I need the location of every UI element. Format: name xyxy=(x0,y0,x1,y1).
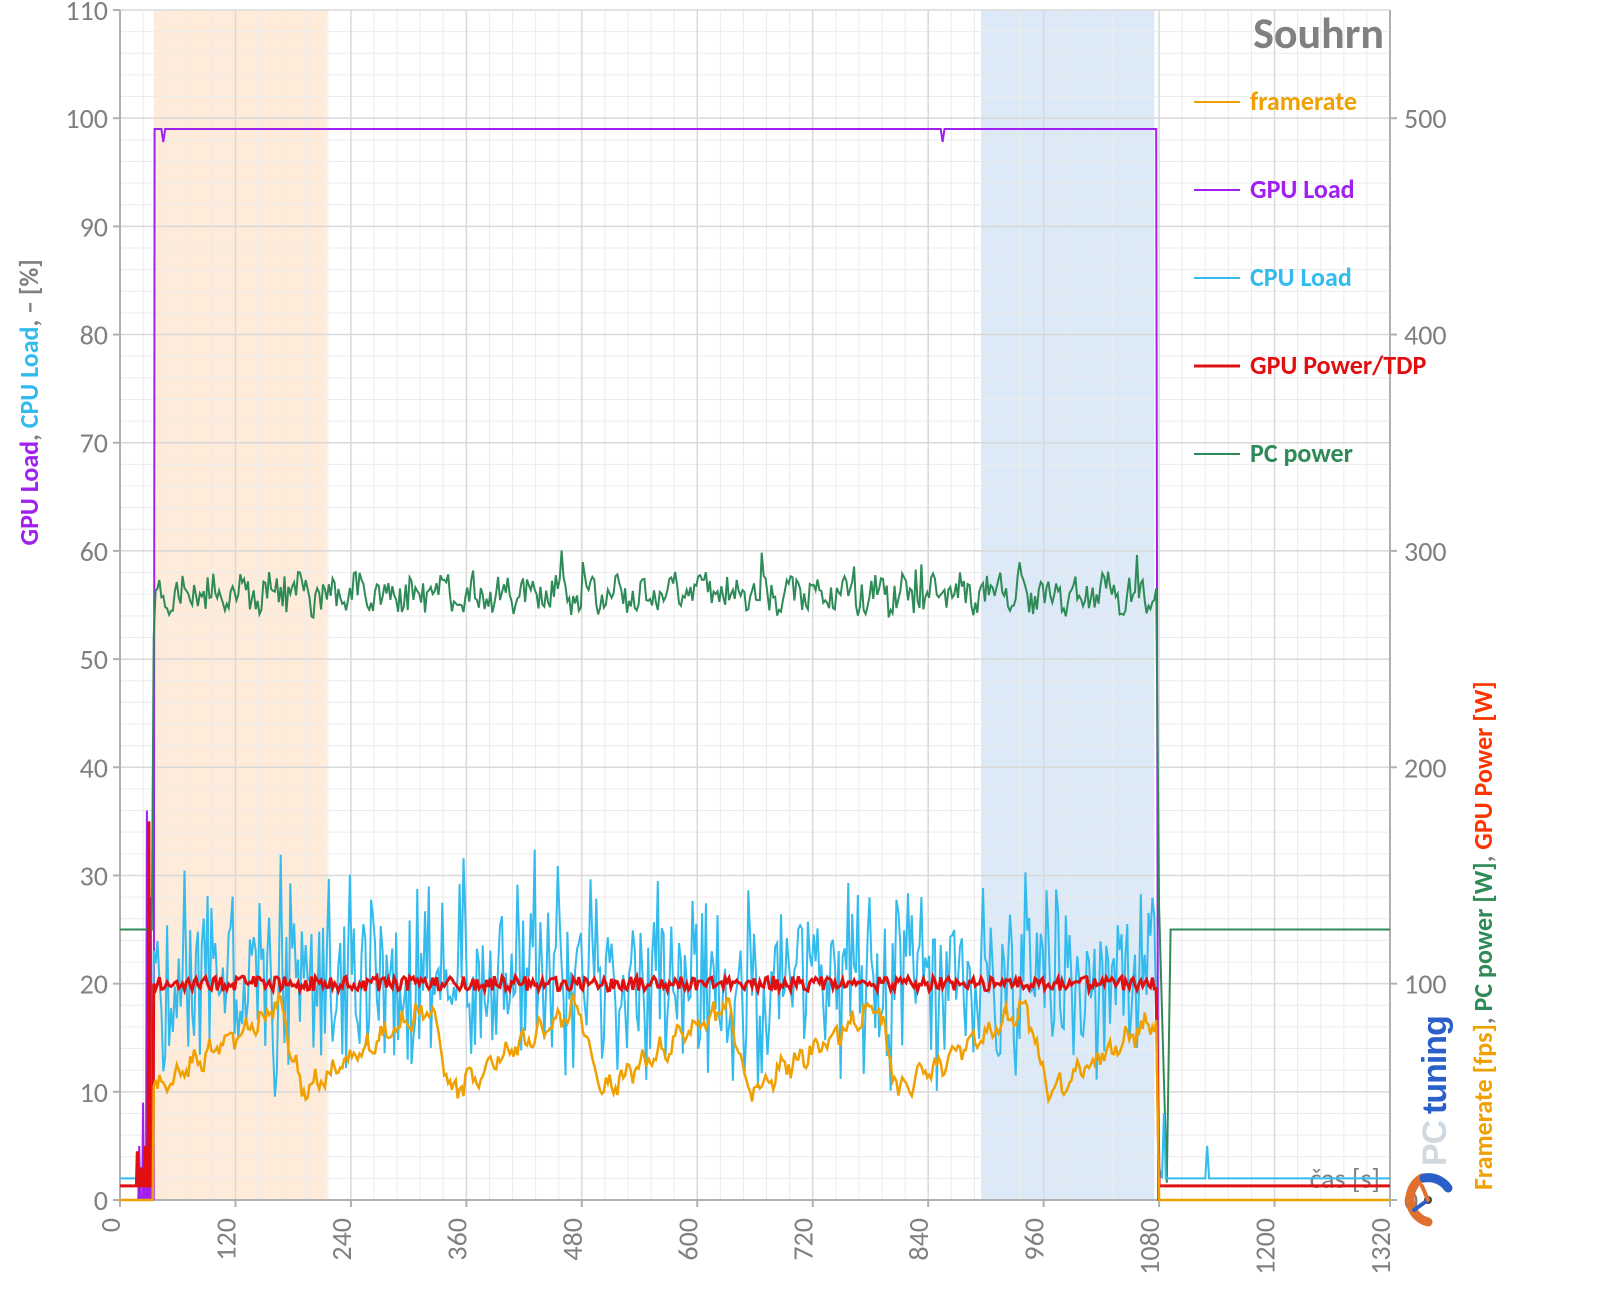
chart-svg: 0 10 20 30 40 50 60 70 80 90 100 110 0 100 200 300 400 50… xyxy=(0,0,1600,1313)
y-left-tick: 80 xyxy=(80,318,108,353)
chart-title: Souhrn xyxy=(1253,6,1384,60)
y-left-tick: 110 xyxy=(65,0,108,28)
x-tick: 600 xyxy=(670,1218,705,1261)
y-right-tick: 400 xyxy=(1404,318,1447,353)
x-tick: 480 xyxy=(555,1218,590,1261)
y-right-title: Framerate [fps], PC power [W], GPU Power… xyxy=(1467,681,1499,1190)
x-tick: 1200 xyxy=(1248,1218,1283,1275)
y-left-tick: 50 xyxy=(80,642,108,677)
y-left-title: GPU Load, CPU Load, – [%] xyxy=(13,259,45,545)
y-left-tick: 100 xyxy=(65,101,108,136)
x-tick: 1080 xyxy=(1132,1218,1167,1275)
y-right-tick: 100 xyxy=(1404,967,1447,1002)
legend-label-4: PC power xyxy=(1250,437,1353,469)
x-tick: 720 xyxy=(786,1218,821,1261)
y-left-tick: 30 xyxy=(80,858,108,893)
y-left-tick: 0 xyxy=(94,1183,108,1218)
x-tick: 120 xyxy=(208,1218,243,1261)
legend-label-2: CPU Load xyxy=(1250,261,1352,293)
x-tick: 360 xyxy=(439,1218,474,1261)
y-left-tick: 40 xyxy=(80,750,108,785)
legend-label-1: GPU Load xyxy=(1250,173,1355,205)
y-right-tick: 300 xyxy=(1404,534,1447,569)
x-tick: 0 xyxy=(93,1218,128,1232)
svg-text:PC: PC xyxy=(1416,1120,1454,1166)
legend-label-0: framerate xyxy=(1250,85,1357,117)
x-tick: 840 xyxy=(901,1218,936,1261)
y-right-tick: 500 xyxy=(1404,101,1447,136)
x-tick: 960 xyxy=(1017,1218,1052,1261)
y-right-tick: 200 xyxy=(1404,750,1447,785)
y-left-tick: 70 xyxy=(80,426,108,461)
y-left-tick: 90 xyxy=(80,209,108,244)
y-left-tick: 60 xyxy=(80,534,108,569)
y-left-tick: 10 xyxy=(80,1075,108,1110)
y-left-tick: 20 xyxy=(80,967,108,1002)
x-tick: 240 xyxy=(324,1218,359,1261)
x-tick: 1320 xyxy=(1363,1218,1398,1275)
svg-text:tuning: tuning xyxy=(1416,1016,1454,1114)
chart-root: 0 10 20 30 40 50 60 70 80 90 100 110 0 100 200 300 400 50… xyxy=(0,0,1600,1313)
legend-label-3: GPU Power/TDP xyxy=(1250,349,1427,381)
